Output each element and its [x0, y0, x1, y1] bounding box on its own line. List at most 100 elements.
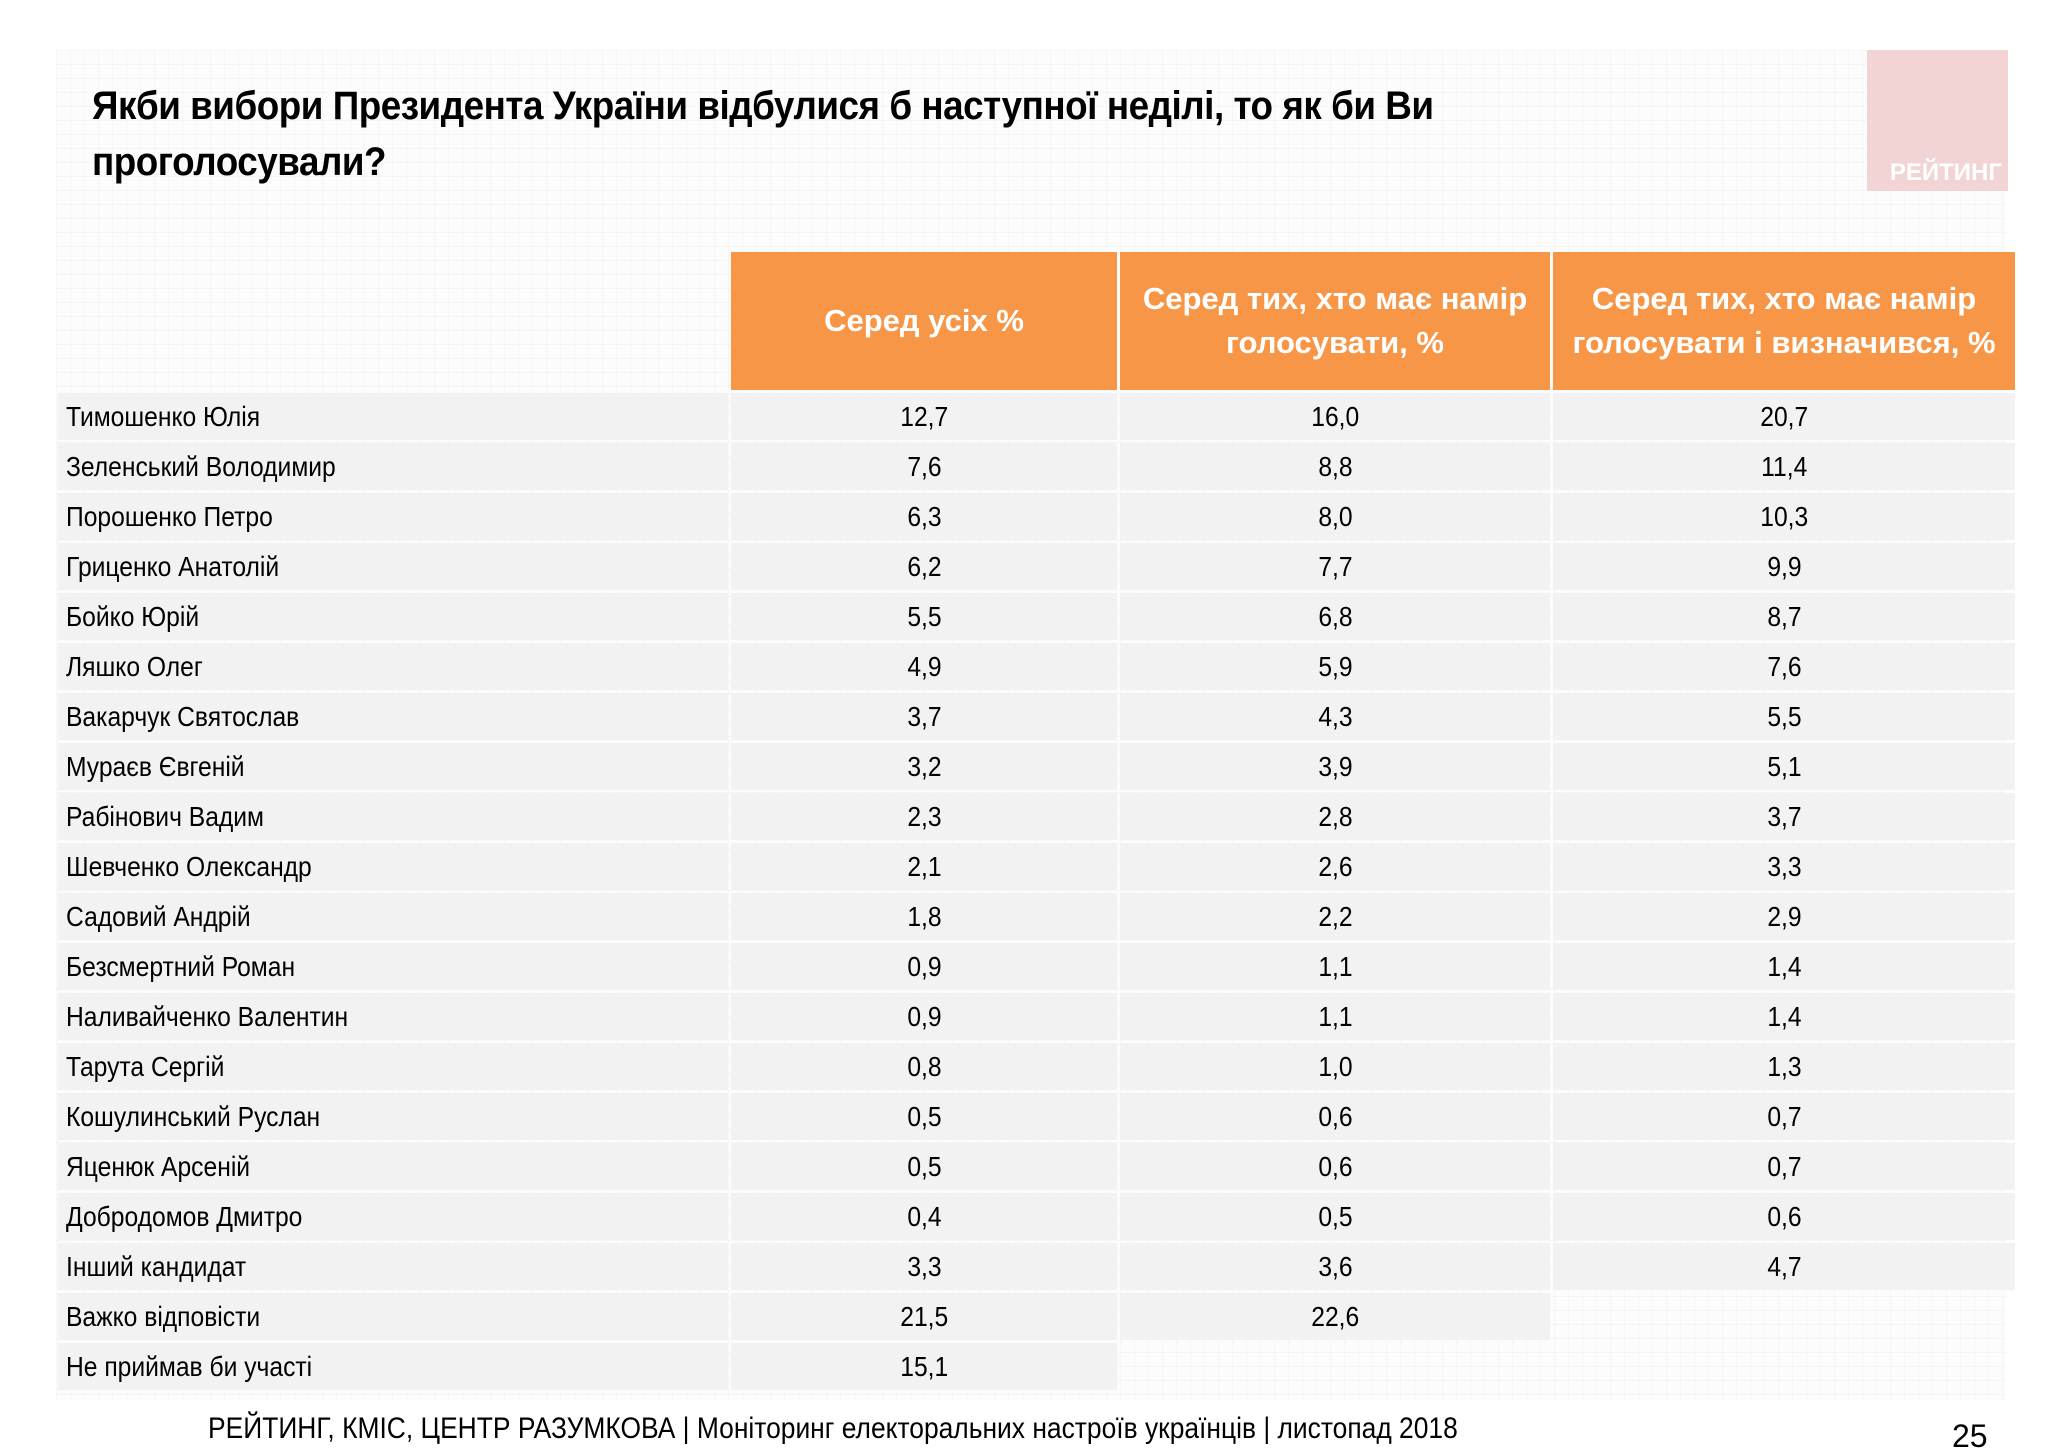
- candidate-name: Садовий Андрій: [58, 893, 728, 940]
- value-cell: 21,5: [731, 1293, 1117, 1340]
- table-row: Безсмертний Роман 0,9 1,1 1,4: [58, 943, 2015, 990]
- table-row: Не приймав би участі 15,1: [58, 1343, 2015, 1390]
- value-cell: 12,7: [731, 393, 1117, 440]
- page-number: 25: [1952, 1418, 1988, 1454]
- value-cell: 9,9: [1553, 543, 2015, 590]
- table-row: Тимошенко Юлія 12,7 16,0 20,7: [58, 393, 2015, 440]
- value-cell: 2,1: [731, 843, 1117, 890]
- candidate-name: Добродомов Дмитро: [58, 1193, 728, 1240]
- value-cell: 0,8: [731, 1043, 1117, 1090]
- value-cell: 0,7: [1553, 1093, 2015, 1140]
- candidate-name: Безсмертний Роман: [58, 943, 728, 990]
- column-header: Серед усіх %: [731, 252, 1117, 390]
- value-cell: 1,1: [1120, 943, 1550, 990]
- value-cell: 7,6: [1553, 643, 2015, 690]
- candidate-name: Шевченко Олександр: [58, 843, 728, 890]
- table-row: Кошулинський Руслан 0,5 0,6 0,7: [58, 1093, 2015, 1140]
- table-row: Важко відповісти 21,5 22,6: [58, 1293, 2015, 1340]
- value-cell: 0,7: [1553, 1143, 2015, 1190]
- rating-logo: РЕЙТИНГ: [1867, 50, 2008, 191]
- value-cell: 4,7: [1553, 1243, 2015, 1290]
- value-cell: 4,3: [1120, 693, 1550, 740]
- table-row: Гриценко Анатолій 6,2 7,7 9,9: [58, 543, 2015, 590]
- value-cell: 3,6: [1120, 1243, 1550, 1290]
- value-cell: 1,3: [1553, 1043, 2015, 1090]
- candidate-name: Ляшко Олег: [58, 643, 728, 690]
- candidate-name: Яценюк Арсеній: [58, 1143, 728, 1190]
- column-header: Серед тих, хто має намір голосувати, %: [1120, 252, 1550, 390]
- value-cell: 3,3: [1553, 843, 2015, 890]
- value-cell: 16,0: [1120, 393, 1550, 440]
- value-cell: 5,9: [1120, 643, 1550, 690]
- value-cell: 7,6: [731, 443, 1117, 490]
- value-cell: 1,4: [1553, 993, 2015, 1040]
- value-cell: 2,9: [1553, 893, 2015, 940]
- results-table: Серед усіх % Серед тих, хто має намір го…: [55, 249, 2018, 1393]
- value-cell: 2,3: [731, 793, 1117, 840]
- candidate-name: Вакарчук Святослав: [58, 693, 728, 740]
- value-cell: 8,7: [1553, 593, 2015, 640]
- value-cell: 5,5: [731, 593, 1117, 640]
- value-cell: 22,6: [1120, 1293, 1550, 1340]
- value-cell: 10,3: [1553, 493, 2015, 540]
- table-row: Порошенко Петро 6,3 8,0 10,3: [58, 493, 2015, 540]
- empty-cell: [1553, 1293, 2015, 1340]
- value-cell: 1,0: [1120, 1043, 1550, 1090]
- candidate-name: Тарута Сергій: [58, 1043, 728, 1090]
- value-cell: 0,4: [731, 1193, 1117, 1240]
- candidate-name: Порошенко Петро: [58, 493, 728, 540]
- candidate-name: Важко відповісти: [58, 1293, 728, 1340]
- value-cell: 2,6: [1120, 843, 1550, 890]
- candidate-name: Тимошенко Юлія: [58, 393, 728, 440]
- value-cell: 4,9: [731, 643, 1117, 690]
- candidate-name: Зеленський Володимир: [58, 443, 728, 490]
- table-row: Бойко Юрій 5,5 6,8 8,7: [58, 593, 2015, 640]
- value-cell: 0,9: [731, 993, 1117, 1040]
- value-cell: 1,4: [1553, 943, 2015, 990]
- table-row: Наливайченко Валентин 0,9 1,1 1,4: [58, 993, 2015, 1040]
- value-cell: 3,2: [731, 743, 1117, 790]
- value-cell: 2,8: [1120, 793, 1550, 840]
- value-cell: 11,4: [1553, 443, 2015, 490]
- value-cell: 0,6: [1120, 1143, 1550, 1190]
- candidate-name: Інший кандидат: [58, 1243, 728, 1290]
- value-cell: 15,1: [731, 1343, 1117, 1390]
- value-cell: 0,6: [1120, 1093, 1550, 1140]
- table-row: Зеленський Володимир 7,6 8,8 11,4: [58, 443, 2015, 490]
- value-cell: 5,1: [1553, 743, 2015, 790]
- value-cell: 6,3: [731, 493, 1117, 540]
- candidate-name: Наливайченко Валентин: [58, 993, 728, 1040]
- empty-cell: [1120, 1343, 1550, 1390]
- value-cell: 0,5: [731, 1093, 1117, 1140]
- footer-source: РЕЙТИНГ, КМІС, ЦЕНТР РАЗУМКОВА | Монітор…: [208, 1412, 1458, 1445]
- empty-cell: [1553, 1343, 2015, 1390]
- value-cell: 0,9: [731, 943, 1117, 990]
- value-cell: 1,8: [731, 893, 1117, 940]
- value-cell: 3,7: [731, 693, 1117, 740]
- value-cell: 0,5: [1120, 1193, 1550, 1240]
- candidate-name: Гриценко Анатолій: [58, 543, 728, 590]
- value-cell: 20,7: [1553, 393, 2015, 440]
- value-cell: 3,9: [1120, 743, 1550, 790]
- header-empty: [58, 252, 728, 390]
- table-row: Інший кандидат 3,3 3,6 4,7: [58, 1243, 2015, 1290]
- value-cell: 8,8: [1120, 443, 1550, 490]
- value-cell: 6,2: [731, 543, 1117, 590]
- value-cell: 3,3: [731, 1243, 1117, 1290]
- value-cell: 0,5: [731, 1143, 1117, 1190]
- table-row: Вакарчук Святослав 3,7 4,3 5,5: [58, 693, 2015, 740]
- candidate-name: Бойко Юрій: [58, 593, 728, 640]
- table-row: Рабінович Вадим 2,3 2,8 3,7: [58, 793, 2015, 840]
- value-cell: 1,1: [1120, 993, 1550, 1040]
- candidate-name: Мураєв Євгеній: [58, 743, 728, 790]
- table-row: Тарута Сергій 0,8 1,0 1,3: [58, 1043, 2015, 1090]
- candidate-name: Кошулинський Руслан: [58, 1093, 728, 1140]
- table-row: Садовий Андрій 1,8 2,2 2,9: [58, 893, 2015, 940]
- table-row: Ляшко Олег 4,9 5,9 7,6: [58, 643, 2015, 690]
- table-row: Мураєв Євгеній 3,2 3,9 5,1: [58, 743, 2015, 790]
- logo-text: РЕЙТИНГ: [1889, 159, 2002, 186]
- value-cell: 6,8: [1120, 593, 1550, 640]
- value-cell: 2,2: [1120, 893, 1550, 940]
- column-header: Серед тих, хто має намір голосувати і ви…: [1553, 252, 2015, 390]
- value-cell: 8,0: [1120, 493, 1550, 540]
